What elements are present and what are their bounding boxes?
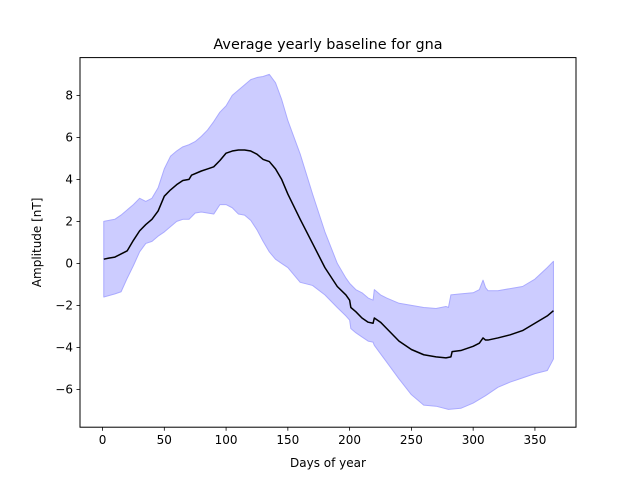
y-tick-label: 2 xyxy=(65,215,73,229)
x-tick-label: 0 xyxy=(99,433,107,447)
x-tick-label: 150 xyxy=(276,433,299,447)
y-tick-label: 0 xyxy=(65,257,73,271)
y-tick-label: −4 xyxy=(55,341,73,355)
y-axis: −6 −4 −2 0 2 4 6 8 xyxy=(55,89,80,397)
chart-title: Average yearly baseline for gna xyxy=(213,37,442,53)
y-tick-label: 6 xyxy=(65,131,73,145)
y-tick-label: 8 xyxy=(65,89,73,103)
x-axis: 0 50 100 150 200 250 300 350 xyxy=(99,427,546,447)
plot-area xyxy=(103,73,554,410)
y-tick-label: −6 xyxy=(55,383,73,397)
x-tick-label: 100 xyxy=(215,433,238,447)
y-tick-label: 4 xyxy=(65,173,73,187)
x-tick-label: 300 xyxy=(462,433,485,447)
y-axis-label: Amplitude [nT] xyxy=(30,198,44,288)
plot-frame xyxy=(79,57,577,428)
confidence-band xyxy=(103,73,554,410)
x-tick-label: 50 xyxy=(157,433,172,447)
x-axis-label: Days of year xyxy=(290,456,366,470)
x-tick-label: 200 xyxy=(338,433,361,447)
y-tick-label: −2 xyxy=(55,299,73,313)
mean-line xyxy=(103,149,554,359)
x-tick-label: 350 xyxy=(523,433,546,447)
x-tick-label: 250 xyxy=(400,433,423,447)
